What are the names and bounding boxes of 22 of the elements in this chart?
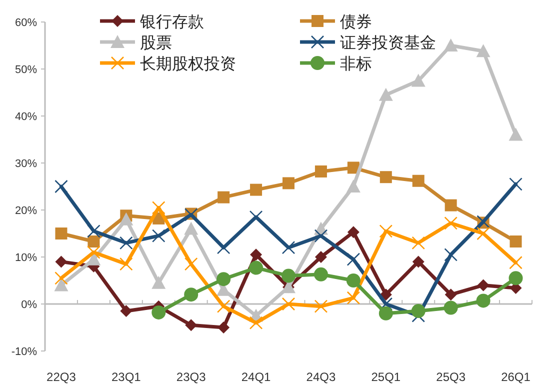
- y-tick-label: 60%: [14, 17, 38, 29]
- x-tick-label: 26Q1: [501, 370, 531, 384]
- x-tick-label: 25Q1: [371, 370, 401, 384]
- y-tick-label: 40%: [14, 111, 38, 123]
- legend-label: 银行存款: [139, 14, 204, 31]
- y-tick-label: -10%: [11, 346, 38, 358]
- x-tick-label: 23Q3: [176, 370, 206, 384]
- y-tick-label: 50%: [14, 64, 38, 76]
- legend-label: 证券投资基金: [340, 34, 436, 52]
- legend-label: 股票: [140, 35, 172, 52]
- x-tick-label: 23Q1: [111, 370, 142, 384]
- x-tick-label: 22Q3: [46, 370, 76, 384]
- legend-label: 债券: [340, 13, 372, 31]
- x-tick-label: 24Q3: [306, 370, 336, 384]
- x-tick-label: 24Q1: [241, 370, 272, 384]
- y-tick-label: 0%: [21, 299, 38, 311]
- y-tick-label: 20%: [14, 205, 38, 217]
- legend-label: 长期股权投资: [140, 55, 236, 73]
- legend-label: 非标: [340, 55, 372, 73]
- y-tick-label: 30%: [14, 158, 38, 170]
- x-tick-label: 25Q3: [436, 370, 466, 384]
- y-tick-label: 10%: [14, 252, 38, 264]
